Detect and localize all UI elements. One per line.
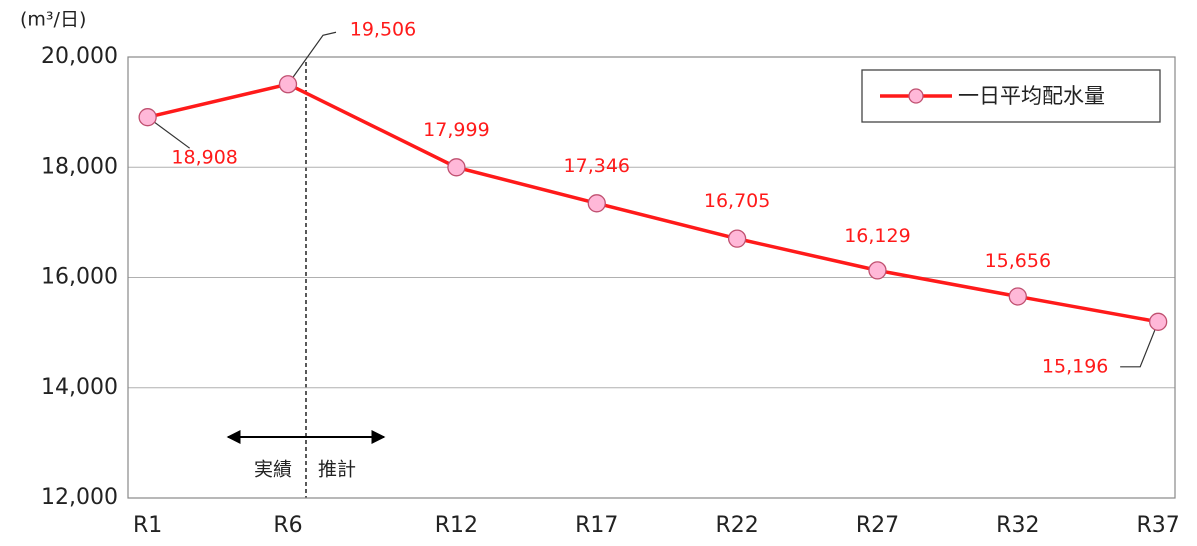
legend-marker bbox=[908, 88, 924, 104]
y-tick-label: 12,000 bbox=[41, 485, 118, 510]
marker bbox=[587, 194, 606, 213]
x-tick-label: R32 bbox=[996, 513, 1039, 538]
value-label: 16,129 bbox=[844, 225, 910, 247]
value-label: 17,346 bbox=[564, 155, 630, 177]
x-tick-label: R37 bbox=[1137, 513, 1180, 538]
value-label: 17,999 bbox=[423, 119, 489, 141]
marker bbox=[727, 229, 747, 248]
value-label: 19,506 bbox=[350, 19, 416, 41]
x-tick-label: R22 bbox=[715, 513, 758, 538]
value-label: 18,908 bbox=[171, 147, 237, 169]
annotation: 実績 bbox=[254, 459, 292, 481]
marker bbox=[1149, 312, 1168, 331]
leader-line bbox=[1120, 321, 1159, 368]
leader-line bbox=[287, 31, 337, 85]
marker bbox=[447, 158, 466, 177]
y-tick-label: 16,000 bbox=[41, 265, 118, 290]
marker bbox=[1008, 287, 1027, 306]
marker bbox=[868, 261, 887, 280]
value-label: 16,705 bbox=[704, 190, 770, 212]
plot-frame bbox=[127, 56, 1176, 499]
marker bbox=[138, 108, 157, 127]
y-tick-label: 14,000 bbox=[41, 375, 118, 400]
value-label: 15,656 bbox=[985, 250, 1051, 272]
y-tick-label: 18,000 bbox=[41, 154, 118, 179]
x-tick-label: R6 bbox=[273, 513, 302, 538]
marker bbox=[278, 75, 298, 94]
x-tick-label: R1 bbox=[133, 513, 162, 538]
line bbox=[147, 82, 1159, 324]
x-tick-label: R12 bbox=[435, 513, 478, 538]
value-label: 15,196 bbox=[1042, 355, 1108, 377]
x-tick-label: R27 bbox=[856, 513, 899, 538]
legend-label: 一日平均配水量 bbox=[958, 84, 1105, 108]
y-tick-label: 20,000 bbox=[41, 44, 118, 69]
annotation: 推計 bbox=[318, 459, 356, 481]
x-tick-label: R17 bbox=[575, 513, 618, 538]
y-unit-label: (m³/日) bbox=[20, 9, 86, 31]
